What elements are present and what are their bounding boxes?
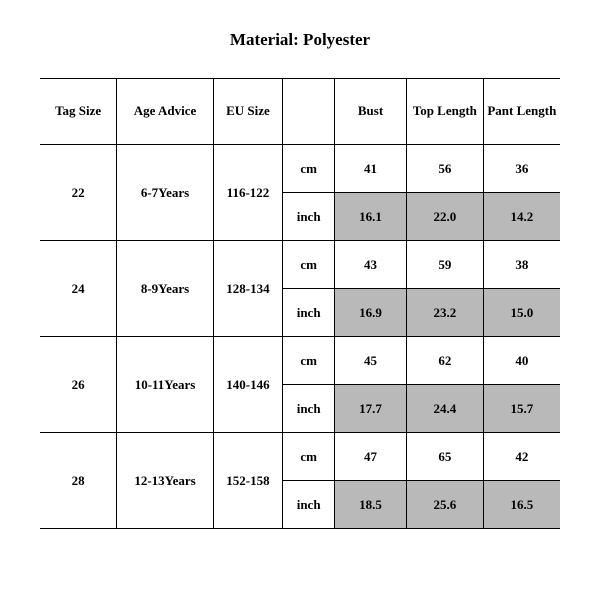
cell-top-cm: 59 xyxy=(406,241,483,289)
cell-unit-cm: cm xyxy=(283,145,335,193)
cell-top-cm: 62 xyxy=(406,337,483,385)
cell-tag-size: 24 xyxy=(40,241,117,337)
cell-unit-cm: cm xyxy=(283,241,335,289)
cell-age-advice: 10-11Years xyxy=(117,337,214,433)
table-row: 2610-11Years140-146cm456240 xyxy=(40,337,560,385)
cell-bust-inch: 16.1 xyxy=(335,193,407,241)
cell-unit-inch: inch xyxy=(283,481,335,529)
table-row: 226-7Years116-122cm415636 xyxy=(40,145,560,193)
size-table: Tag Size Age Advice EU Size Bust Top Len… xyxy=(40,78,560,529)
cell-tag-size: 26 xyxy=(40,337,117,433)
cell-eu-size: 116-122 xyxy=(213,145,282,241)
cell-pant-inch: 16.5 xyxy=(483,481,560,529)
cell-pant-cm: 42 xyxy=(483,433,560,481)
col-pant-length: Pant Length xyxy=(483,79,560,145)
cell-unit-inch: inch xyxy=(283,385,335,433)
table-body: 226-7Years116-122cm415636inch16.122.014.… xyxy=(40,145,560,529)
col-age-advice: Age Advice xyxy=(117,79,214,145)
col-bust: Bust xyxy=(335,79,407,145)
cell-top-inch: 25.6 xyxy=(406,481,483,529)
cell-bust-cm: 41 xyxy=(335,145,407,193)
cell-pant-cm: 40 xyxy=(483,337,560,385)
cell-top-inch: 22.0 xyxy=(406,193,483,241)
cell-pant-inch: 15.7 xyxy=(483,385,560,433)
cell-age-advice: 12-13Years xyxy=(117,433,214,529)
cell-bust-inch: 16.9 xyxy=(335,289,407,337)
col-tag-size: Tag Size xyxy=(40,79,117,145)
cell-top-inch: 24.4 xyxy=(406,385,483,433)
cell-top-cm: 56 xyxy=(406,145,483,193)
cell-top-inch: 23.2 xyxy=(406,289,483,337)
cell-unit-inch: inch xyxy=(283,289,335,337)
cell-bust-cm: 47 xyxy=(335,433,407,481)
cell-bust-inch: 17.7 xyxy=(335,385,407,433)
cell-bust-cm: 43 xyxy=(335,241,407,289)
cell-pant-inch: 15.0 xyxy=(483,289,560,337)
page-container: Material: Polyester Tag Size Age Advice … xyxy=(0,0,600,549)
table-row: 2812-13Years152-158cm476542 xyxy=(40,433,560,481)
col-eu-size: EU Size xyxy=(213,79,282,145)
table-header-row: Tag Size Age Advice EU Size Bust Top Len… xyxy=(40,79,560,145)
cell-pant-cm: 38 xyxy=(483,241,560,289)
cell-unit-inch: inch xyxy=(283,193,335,241)
cell-top-cm: 65 xyxy=(406,433,483,481)
cell-unit-cm: cm xyxy=(283,433,335,481)
page-title: Material: Polyester xyxy=(40,30,560,50)
cell-unit-cm: cm xyxy=(283,337,335,385)
cell-pant-inch: 14.2 xyxy=(483,193,560,241)
table-row: 248-9Years128-134cm435938 xyxy=(40,241,560,289)
cell-tag-size: 22 xyxy=(40,145,117,241)
cell-eu-size: 152-158 xyxy=(213,433,282,529)
cell-pant-cm: 36 xyxy=(483,145,560,193)
cell-age-advice: 8-9Years xyxy=(117,241,214,337)
cell-eu-size: 140-146 xyxy=(213,337,282,433)
cell-tag-size: 28 xyxy=(40,433,117,529)
cell-eu-size: 128-134 xyxy=(213,241,282,337)
col-top-length: Top Length xyxy=(406,79,483,145)
cell-age-advice: 6-7Years xyxy=(117,145,214,241)
cell-bust-inch: 18.5 xyxy=(335,481,407,529)
cell-bust-cm: 45 xyxy=(335,337,407,385)
col-unit xyxy=(283,79,335,145)
